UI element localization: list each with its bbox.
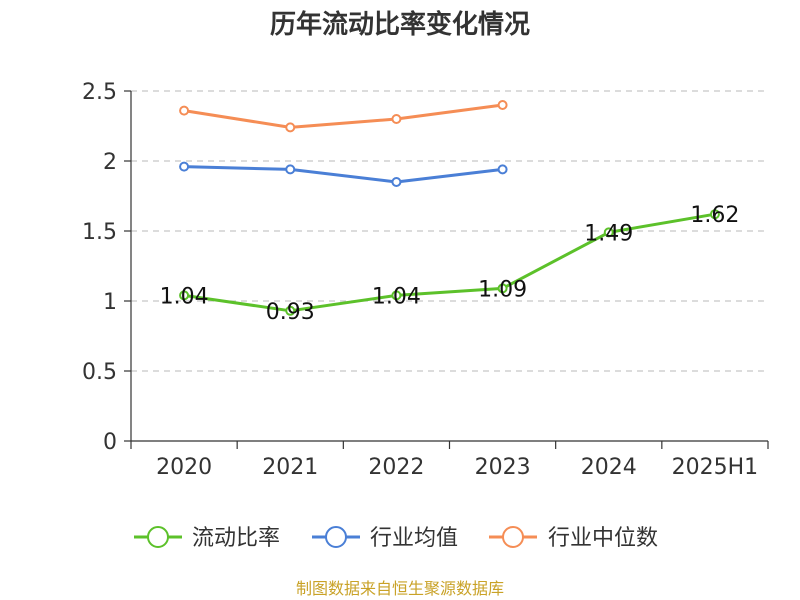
x-tick-label: 2025H1 bbox=[672, 455, 759, 480]
data-point bbox=[497, 283, 508, 294]
x-tick-label: 2021 bbox=[262, 455, 318, 480]
y-tick-label: 1.5 bbox=[82, 220, 117, 245]
legend-marker bbox=[502, 526, 524, 548]
data-point bbox=[179, 290, 190, 301]
data-label: 1.04 bbox=[372, 284, 421, 309]
legend-marker bbox=[325, 526, 347, 548]
data-point bbox=[391, 114, 402, 124]
grid-lines bbox=[131, 90, 768, 372]
series-line bbox=[184, 165, 503, 184]
data-label: 1.62 bbox=[690, 203, 739, 228]
data-labels: 1.04 0.93 1.04 1.09 1.49 1.62 bbox=[160, 203, 740, 325]
data-label: 0.93 bbox=[266, 300, 315, 325]
data-label: 1.04 bbox=[160, 284, 209, 309]
y-tick-label: 0 bbox=[103, 430, 117, 455]
data-point bbox=[391, 177, 402, 187]
series-line bbox=[183, 212, 716, 313]
legend-marker bbox=[147, 526, 169, 548]
legend-label: 行业均值 bbox=[370, 526, 458, 551]
data-label: 1.49 bbox=[584, 221, 633, 246]
data-point bbox=[285, 164, 296, 175]
legend-label: 流动比率 bbox=[192, 526, 280, 551]
data-point bbox=[285, 122, 296, 133]
series-line bbox=[183, 103, 503, 129]
chart-title: 历年流动比率变化情况 bbox=[270, 9, 530, 40]
data-point bbox=[391, 290, 402, 301]
y-tick-label: 2.5 bbox=[82, 80, 117, 105]
x-tick-label: 2023 bbox=[475, 455, 531, 480]
legend-label: 行业中位数 bbox=[548, 526, 658, 551]
data-point bbox=[709, 209, 720, 220]
data-point bbox=[497, 164, 508, 175]
legend: 流动比率 行业均值 行业中位数 bbox=[134, 526, 658, 551]
y-tick-label: 2 bbox=[103, 150, 117, 175]
data-point bbox=[179, 161, 190, 172]
data-point bbox=[179, 105, 190, 116]
axes: 0 0.5 1 1.5 2 2.5 2020 2021 2022 2023 2024 2025H1 bbox=[82, 80, 769, 480]
y-tick-label: 0.5 bbox=[82, 360, 117, 385]
data-point bbox=[285, 305, 296, 316]
x-tick-label: 2020 bbox=[156, 455, 212, 480]
x-tick-label: 2022 bbox=[368, 455, 424, 480]
source-note: 制图数据来自恒生聚源数据库 bbox=[296, 579, 504, 598]
data-point bbox=[603, 227, 614, 238]
y-tick-label: 1 bbox=[103, 290, 117, 315]
x-tick-label: 2024 bbox=[581, 455, 637, 480]
data-label: 1.09 bbox=[478, 277, 527, 302]
series-group bbox=[179, 100, 720, 316]
data-point bbox=[497, 100, 508, 110]
